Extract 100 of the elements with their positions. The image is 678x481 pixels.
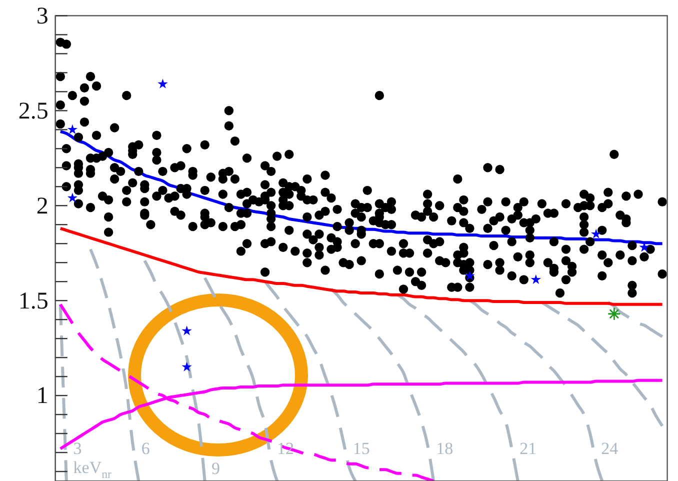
point [374,269,384,279]
point [80,117,90,127]
point [104,228,114,237]
point [591,228,602,238]
point [459,218,468,228]
point [519,275,528,284]
point [224,202,234,212]
point [236,220,246,230]
point [56,119,65,129]
point [483,224,492,234]
point [260,267,270,277]
point [104,212,114,222]
series-label: 24 [601,438,619,458]
line-series [330,288,436,481]
point [302,212,312,222]
point [260,180,270,190]
point [158,78,168,88]
line-series [203,276,279,481]
point [200,220,210,230]
point [188,222,198,232]
point [561,244,571,254]
series-label: 3 [73,438,82,458]
series-label: 9 [211,458,220,478]
point [416,280,426,290]
point [579,220,589,230]
point [507,237,516,246]
point [422,235,432,244]
point [92,154,102,163]
point [242,208,252,218]
point [67,124,78,134]
point [398,239,408,248]
point [152,155,162,165]
point [320,266,330,275]
line-series [606,300,664,338]
point [74,168,84,178]
point [495,258,504,268]
point [561,256,571,266]
point [579,212,589,222]
point [628,288,637,298]
point [140,197,150,206]
point [422,248,432,258]
point [302,248,312,258]
point [607,307,621,321]
point [74,199,84,208]
point [128,178,138,188]
point [579,244,589,254]
point [182,326,192,336]
point [284,226,294,235]
line-series [143,259,206,481]
series-label: 6 [141,438,150,458]
point [302,230,312,239]
point [302,258,312,268]
point [435,256,444,266]
line-series [58,226,664,306]
point [242,199,252,208]
point [386,220,396,230]
point [495,266,504,275]
series-label: 21 [520,438,537,458]
point [513,252,522,262]
point [350,239,360,248]
point [422,206,432,216]
point [356,256,366,266]
y-tick-label: 3 [36,3,48,30]
point [628,280,637,290]
point [530,274,541,284]
point [242,239,252,248]
point [483,260,492,270]
point [525,258,534,268]
point [604,258,613,268]
point [598,271,607,280]
point [344,260,354,270]
point [176,184,186,194]
point [278,242,288,252]
point [224,121,234,130]
point [236,246,246,256]
point [525,250,534,260]
y-tick-label: 1 [36,383,48,410]
point [122,186,132,196]
point [464,270,475,280]
point [62,161,72,170]
point [218,168,228,178]
point [585,237,595,246]
point [579,228,589,237]
series-label: 18 [436,438,454,458]
point [152,192,162,201]
y-tick-label: 2 [36,193,48,220]
point [314,230,324,239]
point [549,237,559,246]
point [266,237,276,246]
point [320,206,330,216]
series-label: 15 [352,438,370,458]
point [67,192,78,202]
point [598,250,607,260]
point [110,174,120,184]
point [56,100,65,110]
y-tick-label: 2.5 [18,98,48,124]
annotation: keV$_{nr}$ [73,458,112,481]
point [62,182,72,192]
point [374,218,384,228]
point [170,206,180,216]
